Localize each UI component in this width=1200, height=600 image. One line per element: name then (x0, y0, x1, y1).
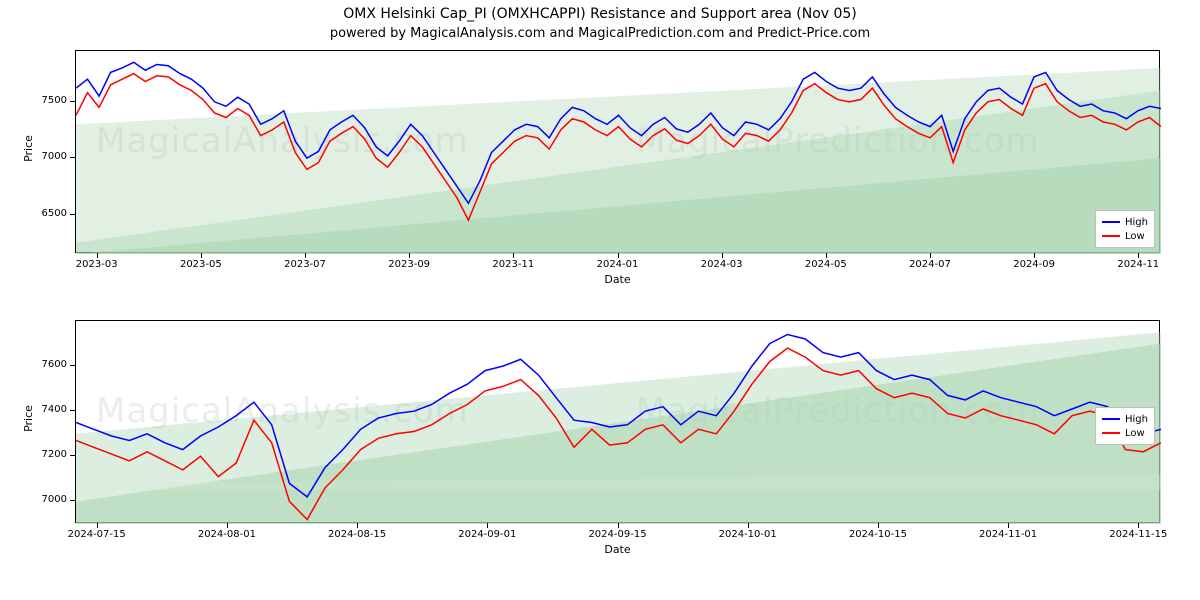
legend: High Low (1095, 210, 1155, 248)
legend: High Low (1095, 407, 1155, 445)
legend-item: Low (1102, 426, 1148, 440)
x-tick-label: 2023-07 (275, 259, 335, 270)
chart-top: MagicalAnalysis.com MagicalPrediction.co… (75, 50, 1160, 253)
legend-item: High (1102, 215, 1148, 229)
x-axis-label: Date (75, 273, 1160, 286)
legend-label: Low (1125, 428, 1145, 439)
legend-swatch (1102, 432, 1120, 434)
x-tick-label: 2024-11-01 (978, 529, 1038, 540)
legend-swatch (1102, 418, 1120, 420)
x-tick-label: 2023-09 (379, 259, 439, 270)
y-tick-label: 7000 (27, 494, 67, 505)
y-tick-label: 6500 (27, 208, 67, 219)
figure: OMX Helsinki Cap_PI (OMXHCAPPI) Resistan… (0, 0, 1200, 600)
y-tick-label: 7600 (27, 359, 67, 370)
x-tick-label: 2024-10-01 (718, 529, 778, 540)
x-tick-label: 2024-11 (1108, 259, 1168, 270)
x-tick-label: 2023-05 (171, 259, 231, 270)
x-tick-label: 2024-07 (900, 259, 960, 270)
legend-label: Low (1125, 231, 1145, 242)
y-tick-label: 7000 (27, 151, 67, 162)
x-tick-label: 2024-09 (1004, 259, 1064, 270)
x-tick-label: 2024-01 (588, 259, 648, 270)
y-tick-label: 7500 (27, 95, 67, 106)
legend-swatch (1102, 221, 1120, 223)
x-tick-label: 2024-07-15 (67, 529, 127, 540)
x-tick-label: 2024-03 (692, 259, 752, 270)
x-tick-label: 2024-09-15 (588, 529, 648, 540)
chart-bottom-svg (76, 321, 1161, 524)
x-tick-label: 2024-11-15 (1108, 529, 1168, 540)
chart-bottom: MagicalAnalysis.com MagicalPrediction.co… (75, 320, 1160, 523)
x-tick-label: 2024-05 (796, 259, 856, 270)
y-tick-label: 7400 (27, 404, 67, 415)
legend-swatch (1102, 235, 1120, 237)
chart-top-svg (76, 51, 1161, 254)
x-axis-label: Date (75, 543, 1160, 556)
y-tick-label: 7200 (27, 449, 67, 460)
legend-label: High (1125, 217, 1148, 228)
legend-item: High (1102, 412, 1148, 426)
x-tick-label: 2024-08-01 (197, 529, 257, 540)
x-tick-label: 2024-10-15 (848, 529, 908, 540)
legend-label: High (1125, 414, 1148, 425)
chart-title: OMX Helsinki Cap_PI (OMXHCAPPI) Resistan… (0, 6, 1200, 22)
x-tick-label: 2024-09-01 (457, 529, 517, 540)
legend-item: Low (1102, 229, 1148, 243)
x-tick-label: 2024-08-15 (327, 529, 387, 540)
x-tick-label: 2023-11 (483, 259, 543, 270)
x-tick-label: 2023-03 (67, 259, 127, 270)
chart-subtitle: powered by MagicalAnalysis.com and Magic… (0, 26, 1200, 41)
